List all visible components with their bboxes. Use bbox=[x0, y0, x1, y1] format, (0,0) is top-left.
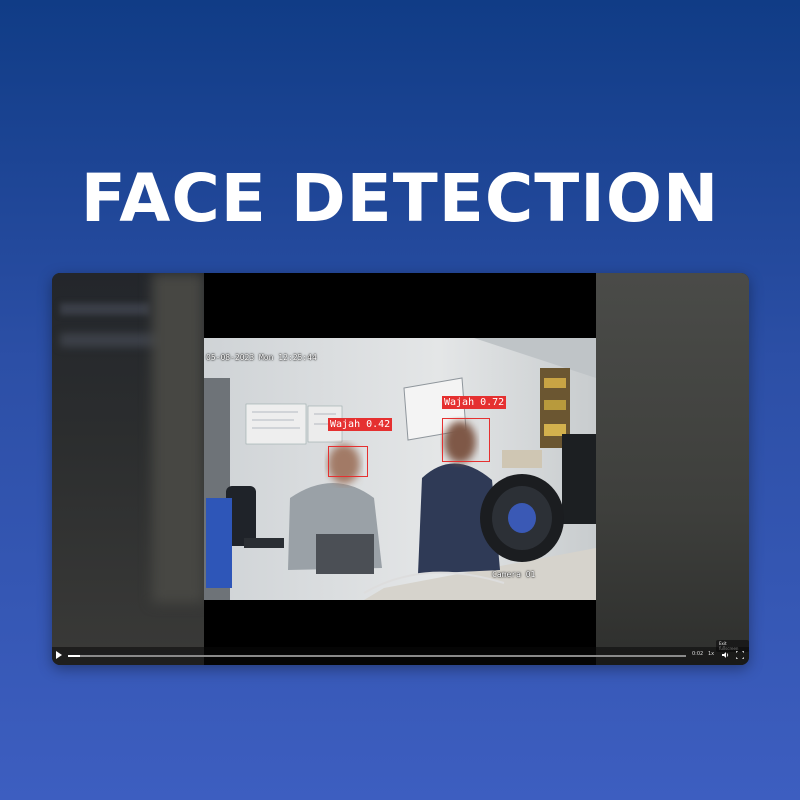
fullscreen-icon[interactable] bbox=[736, 651, 744, 659]
progress-bar[interactable] bbox=[68, 655, 686, 657]
face-box-2 bbox=[442, 418, 490, 462]
face-box-1 bbox=[328, 446, 368, 477]
timestamp-overlay: 05-08-2023 Mon 12:25:44 bbox=[206, 353, 317, 362]
blurred-background-left bbox=[52, 273, 204, 665]
video-player[interactable]: 05-08-2023 Mon 12:25:44 Camera 01 Wajah … bbox=[52, 273, 749, 665]
time-display: 0:02 bbox=[692, 651, 704, 657]
face-label-1: Wajah 0.42 bbox=[328, 418, 393, 431]
cctv-scene: 05-08-2023 Mon 12:25:44 Camera 01 Wajah … bbox=[204, 338, 596, 600]
volume-icon[interactable] bbox=[722, 651, 730, 659]
camera-label: Camera 01 bbox=[492, 570, 536, 579]
blurred-background-right bbox=[596, 273, 749, 665]
player-controls: 0:02 1x bbox=[52, 647, 749, 665]
progress-fill bbox=[68, 655, 81, 657]
page-title: FACE DETECTION bbox=[80, 160, 720, 237]
face-label-2: Wajah 0.72 bbox=[442, 396, 507, 409]
video-frame[interactable]: 05-08-2023 Mon 12:25:44 Camera 01 Wajah … bbox=[204, 273, 596, 665]
cctv-scene-illustration bbox=[204, 338, 596, 600]
playback-speed-button[interactable]: 1x bbox=[708, 651, 715, 657]
play-icon[interactable] bbox=[56, 651, 62, 659]
